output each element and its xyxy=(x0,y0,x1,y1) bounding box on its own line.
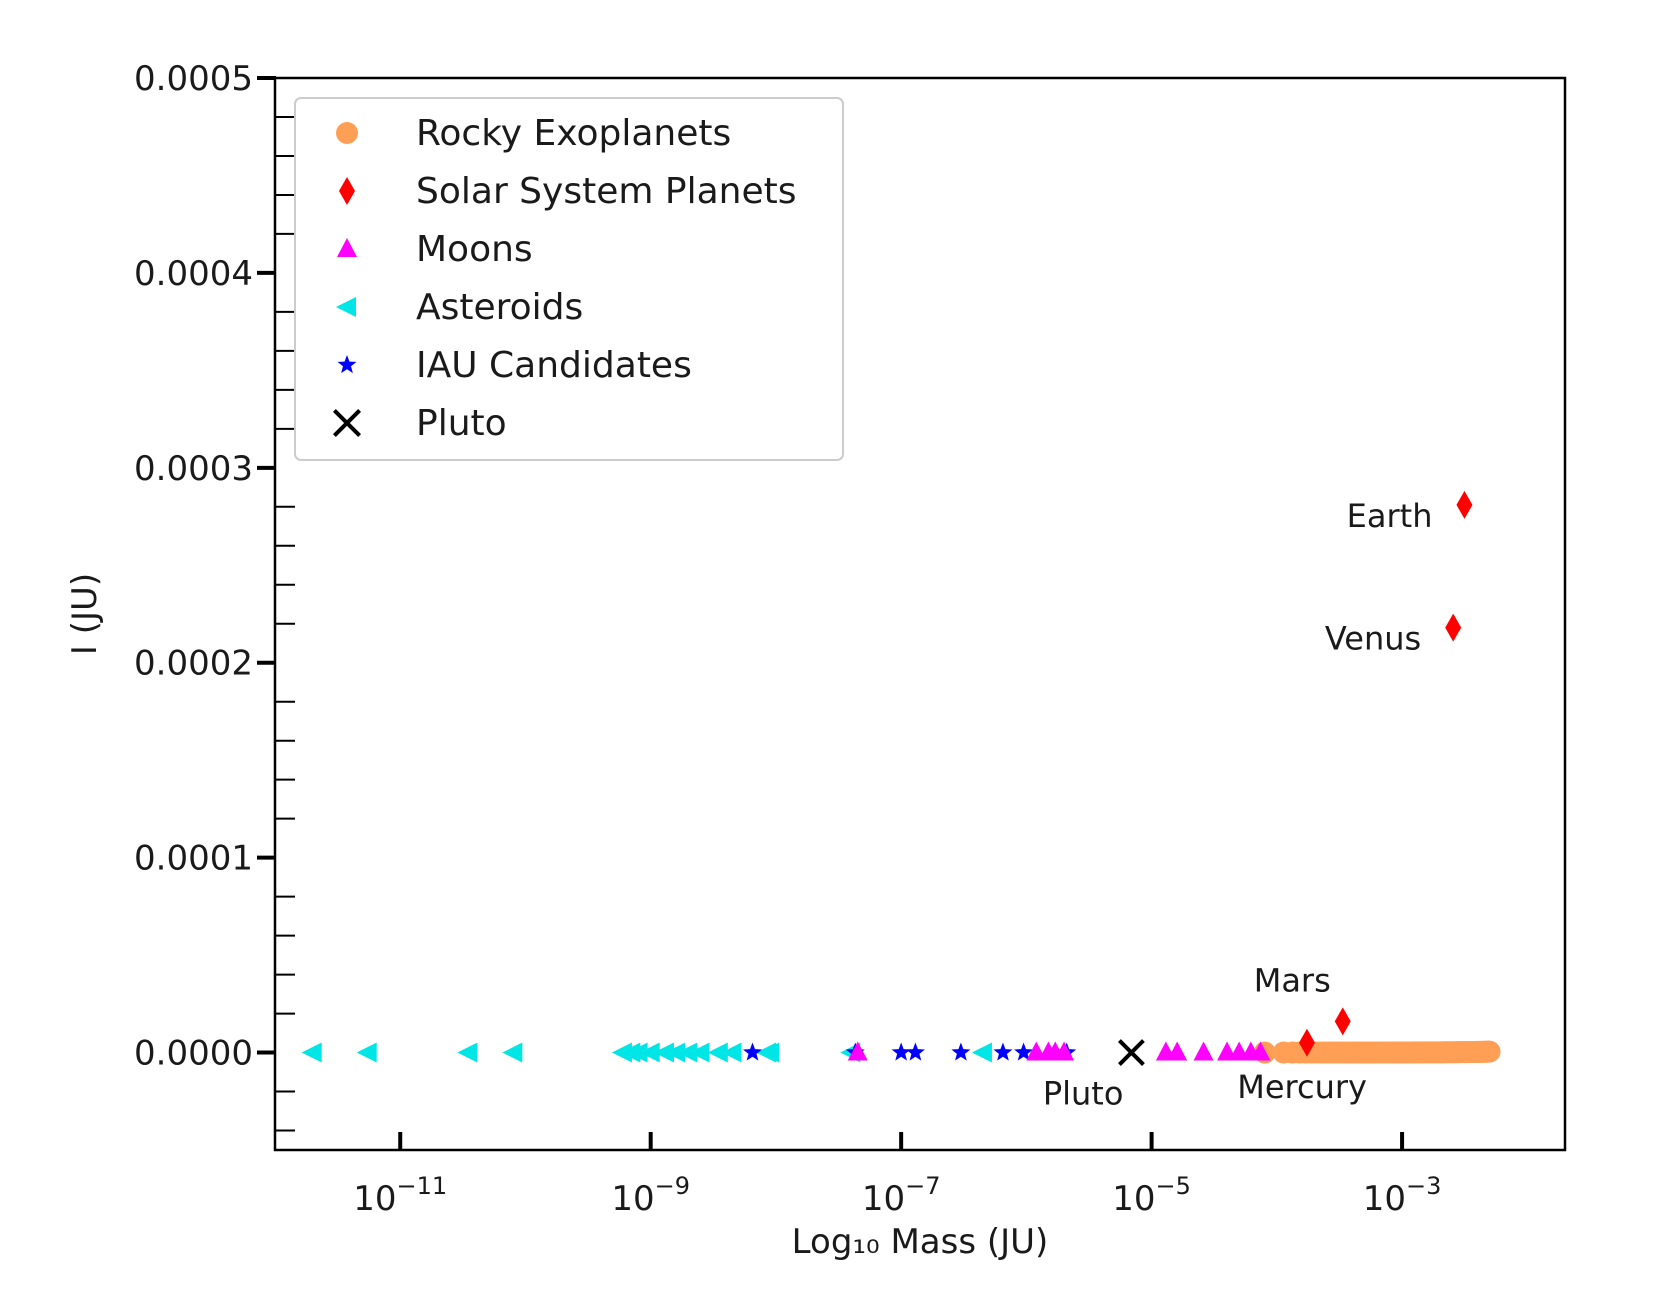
y-tick-label: 0.0003 xyxy=(134,449,253,489)
legend-label: Moons xyxy=(416,229,533,270)
data-point xyxy=(971,1042,992,1063)
data-point xyxy=(707,1042,728,1063)
data-point xyxy=(1445,613,1462,642)
data-point xyxy=(1456,490,1473,519)
series-moons xyxy=(847,1041,1271,1061)
data-point xyxy=(1054,1041,1075,1061)
x-tick-label: 10−3 xyxy=(1363,1172,1442,1219)
series-pluto xyxy=(1118,1039,1145,1066)
data-point xyxy=(905,1042,925,1061)
y-tick-label: 0.0000 xyxy=(134,1034,253,1074)
data-point xyxy=(891,1042,911,1061)
x-tick-label: 10−11 xyxy=(353,1172,447,1219)
legend-frame xyxy=(294,97,844,461)
plot-area xyxy=(301,490,1501,1066)
data-point xyxy=(653,1042,674,1063)
legend-label: Rocky Exoplanets xyxy=(416,113,731,154)
data-point xyxy=(457,1042,478,1063)
legend-item: Solar System Planets xyxy=(339,171,796,212)
legend-label: Solar System Planets xyxy=(416,171,796,212)
data-point xyxy=(665,1042,686,1063)
series-iau-candidates xyxy=(742,1042,1077,1061)
data-point xyxy=(1298,1028,1315,1057)
legend-item: Moons xyxy=(337,229,533,270)
series-rocky-exoplanets xyxy=(1253,1040,1501,1064)
legend-marker xyxy=(339,177,355,205)
data-point xyxy=(759,1042,780,1063)
legend-marker xyxy=(332,408,362,438)
plot-frame xyxy=(273,76,1567,1152)
data-point xyxy=(677,1042,698,1063)
y-axis-label: I (JU) xyxy=(65,573,105,655)
annotation-venus: Venus xyxy=(1325,620,1421,658)
data-point xyxy=(847,1041,868,1061)
annotation-earth: Earth xyxy=(1347,497,1433,535)
data-point xyxy=(502,1042,523,1063)
legend-marker xyxy=(336,297,356,317)
series-asteroids xyxy=(301,1042,992,1063)
legend-item: Rocky Exoplanets xyxy=(336,113,731,154)
annotation-mercury: Mercury xyxy=(1237,1068,1367,1106)
legend-item: Pluto xyxy=(332,403,507,444)
data-point xyxy=(1334,1007,1351,1036)
data-point xyxy=(689,1042,710,1063)
data-point xyxy=(301,1042,322,1063)
data-point xyxy=(951,1042,971,1061)
data-point xyxy=(627,1042,648,1063)
legend: Rocky Exoplanets Solar System Planets Moon… xyxy=(294,97,844,461)
axis-ticks: 0.0000 0.0001 0.0002 0.0003 0.0004 0.0005 10−1… xyxy=(134,59,1441,1219)
legend-item: IAU Candidates xyxy=(337,345,692,386)
annotation-mars: Mars xyxy=(1254,961,1331,999)
data-point xyxy=(1478,1040,1501,1063)
data-point xyxy=(1014,1042,1034,1061)
legend-item: Asteroids xyxy=(336,287,583,328)
data-point xyxy=(1167,1041,1188,1061)
x-axis-label: Log₁₀ Mass (JU) xyxy=(792,1222,1049,1262)
data-point xyxy=(356,1042,377,1063)
data-point xyxy=(721,1042,742,1063)
data-point xyxy=(1250,1041,1271,1061)
legend-label: IAU Candidates xyxy=(416,345,692,386)
data-point xyxy=(993,1042,1013,1061)
annotation-pluto: Pluto xyxy=(1043,1075,1124,1113)
y-tick-label: 0.0002 xyxy=(134,644,253,684)
legend-label: Asteroids xyxy=(416,287,583,328)
x-tick-label: 10−9 xyxy=(611,1172,690,1219)
y-tick-label: 0.0001 xyxy=(134,839,253,879)
legend-label: Pluto xyxy=(416,403,507,444)
y-tick-label: 0.0004 xyxy=(134,254,253,294)
annotations: Earth Venus Mars Mercury Pluto xyxy=(1043,497,1433,1113)
x-tick-label: 10−5 xyxy=(1112,1172,1191,1219)
data-point xyxy=(742,1042,762,1061)
x-tick-label: 10−7 xyxy=(862,1172,941,1219)
legend-marker xyxy=(337,238,357,257)
y-tick-label: 0.0005 xyxy=(134,59,253,99)
legend-marker xyxy=(336,122,358,144)
series-solar-system-planets xyxy=(1298,490,1473,1057)
data-point xyxy=(639,1042,660,1063)
legend-marker xyxy=(337,355,357,374)
data-point xyxy=(1118,1039,1145,1066)
data-point xyxy=(1193,1041,1214,1061)
